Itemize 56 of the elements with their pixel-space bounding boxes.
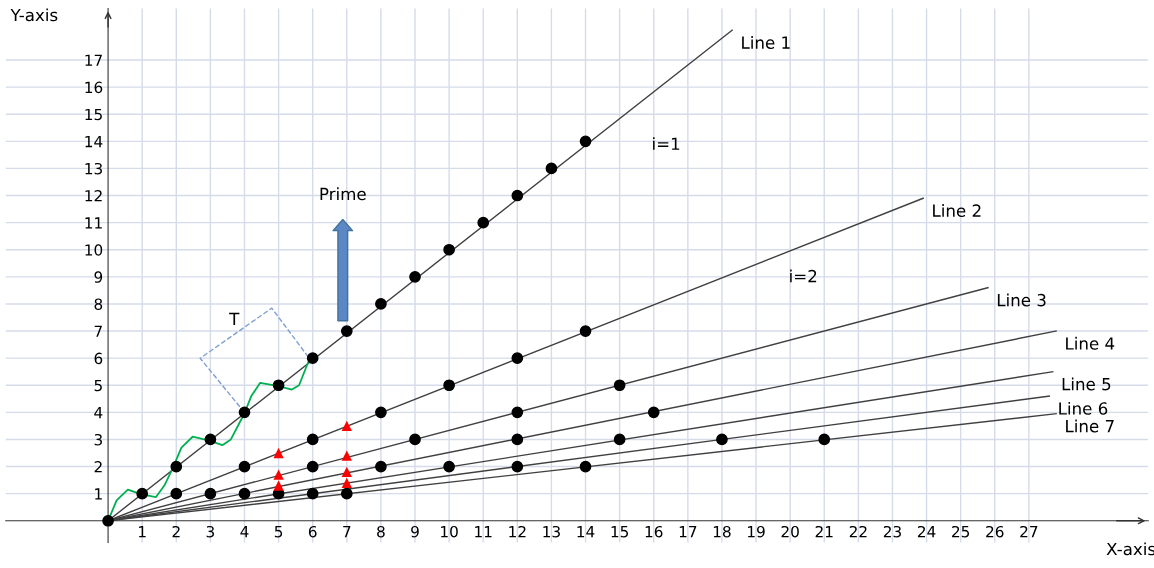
x-tick-label: 9 xyxy=(411,525,419,538)
x-tick-label: 22 xyxy=(849,525,867,538)
x-tick-label: 23 xyxy=(883,525,901,538)
y-tick-label: 7 xyxy=(94,325,102,337)
y-tick-label: 11 xyxy=(85,217,102,229)
series-label: Line 5 xyxy=(1062,377,1111,391)
x-tick-label: 12 xyxy=(509,525,526,538)
x-tick-label: 10 xyxy=(441,525,458,538)
x-tick-label: 25 xyxy=(952,525,970,538)
annotation: T xyxy=(229,312,240,325)
y-axis-title: Y-axis xyxy=(10,8,58,22)
x-tick-label: 26 xyxy=(986,525,1004,538)
series-label: Line 6 xyxy=(1059,401,1108,415)
y-tick-label: 10 xyxy=(85,244,103,256)
x-tick-label: 17 xyxy=(679,526,697,538)
x-tick-label: 13 xyxy=(543,525,560,538)
annotation: i=1 xyxy=(653,137,680,150)
x-tick-label: 27 xyxy=(1020,525,1038,538)
x-tick-label: 14 xyxy=(577,526,595,538)
series-label: Line 2 xyxy=(933,204,981,217)
x-tick-label: 1 xyxy=(139,526,146,538)
y-tick-label: 6 xyxy=(94,352,103,365)
y-tick-label: 17 xyxy=(85,54,102,66)
y-tick-label: 3 xyxy=(94,433,102,446)
y-tick-label: 1 xyxy=(95,488,102,500)
x-tick-label: 7 xyxy=(343,526,351,538)
x-tick-label: 20 xyxy=(781,525,799,538)
y-tick-label: 16 xyxy=(85,81,103,94)
x-tick-label: 3 xyxy=(206,525,215,538)
series-label: Line 4 xyxy=(1066,336,1115,350)
y-tick-label: 12 xyxy=(85,189,102,202)
series-label: Line 1 xyxy=(742,36,790,49)
y-tick-label: 14 xyxy=(85,135,103,148)
x-tick-label: 21 xyxy=(815,525,833,538)
x-tick-label: 18 xyxy=(713,525,731,538)
x-tick-label: 16 xyxy=(645,525,663,538)
y-tick-label: 4 xyxy=(94,407,103,419)
x-tick-label: 8 xyxy=(377,525,385,538)
annotation: Prime xyxy=(320,187,366,201)
x-tick-label: 19 xyxy=(748,525,765,538)
y-tick-label: 5 xyxy=(94,379,102,392)
x-tick-label: 24 xyxy=(917,525,936,538)
x-tick-label: 6 xyxy=(308,525,317,538)
y-tick-label: 9 xyxy=(94,271,103,283)
series-label: Line 7 xyxy=(1066,419,1114,433)
series-label: Line 3 xyxy=(997,293,1046,307)
x-tick-label: 15 xyxy=(611,526,629,538)
y-tick-label: 8 xyxy=(94,298,103,310)
x-tick-label: 5 xyxy=(274,526,283,538)
x-tick-label: 4 xyxy=(240,526,249,538)
x-tick-label: 2 xyxy=(172,525,180,538)
y-tick-label: 15 xyxy=(85,108,102,121)
y-tick-label: 13 xyxy=(85,162,102,175)
y-tick-label: 2 xyxy=(94,461,102,473)
annotation: i=2 xyxy=(790,269,817,283)
x-tick-label: 11 xyxy=(475,526,492,538)
